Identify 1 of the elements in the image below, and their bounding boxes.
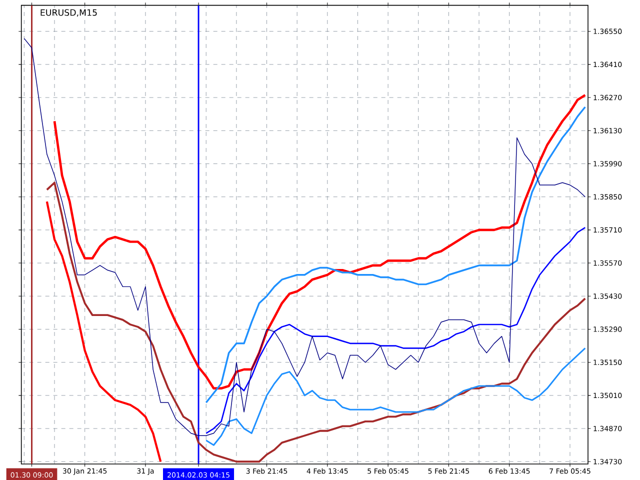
chart-title: EURUSD,M15 [40,9,97,17]
